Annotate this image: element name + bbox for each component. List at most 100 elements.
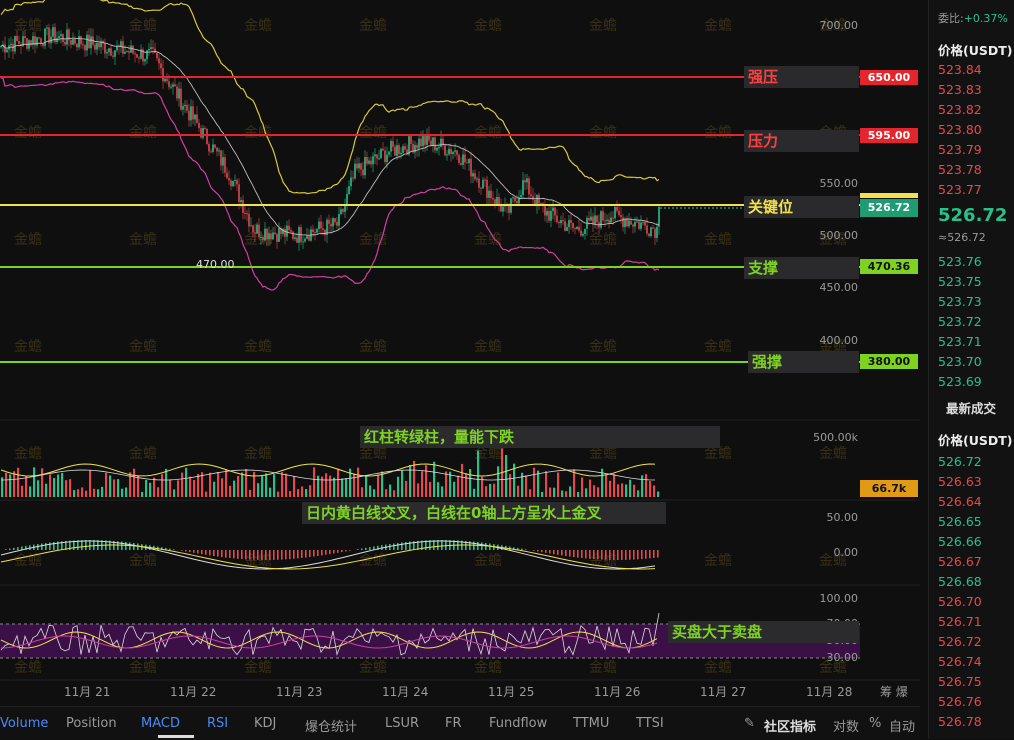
bid-row[interactable]: 523.70 [938,354,982,369]
date-label: 11月 26 [594,683,640,700]
tab-volume[interactable]: Volume [0,716,48,731]
tab-liquidation[interactable]: 爆仓统计 [305,716,357,735]
trade-row[interactable]: 526.64 [938,494,982,509]
macd-bar [229,550,231,558]
trade-row[interactable]: 526.74 [938,654,982,669]
candle-body [556,215,558,221]
tab-fundflow[interactable]: Fundflow [489,716,547,731]
auto-scale-button[interactable]: 自动 [889,716,915,735]
candle-body [160,63,162,68]
tab-kdj[interactable]: KDJ [254,716,276,731]
volume-bar [109,475,111,497]
bid-row[interactable]: 523.76 [938,254,982,269]
volume-bar [337,469,339,497]
macd-bar [601,550,603,560]
community-indicators-button[interactable]: 社区指标 [764,716,816,735]
volume-bar [57,475,59,497]
candle-body [640,223,642,229]
bid-row[interactable]: 523.71 [938,334,982,349]
candle-body [652,228,654,229]
macd-bar [481,542,483,550]
trade-row[interactable]: 526.72 [938,454,982,469]
macd-bar [397,543,399,550]
trade-row[interactable]: 526.70 [938,594,982,609]
chart-tools-label[interactable]: 筹 爆 [880,683,908,700]
macd-bar [349,550,351,551]
watermark: 金蟾 [129,553,157,569]
date-label: 11月 23 [276,683,322,700]
tab-ttsi[interactable]: TTSI [636,716,664,731]
volume-bar [197,474,199,497]
trade-row[interactable]: 526.78 [938,714,982,729]
bid-row[interactable]: 523.73 [938,294,982,309]
volume-bar [169,480,171,497]
macd-bar [333,550,335,553]
trade-row[interactable]: 526.72 [938,634,982,649]
candle-body [650,228,652,237]
trade-row[interactable]: 526.71 [938,614,982,629]
candle-body [638,222,640,229]
candle-body [508,205,510,212]
ask-row[interactable]: 523.79 [938,142,982,157]
tab-lsur[interactable]: LSUR [385,716,419,731]
watermark: 金蟾 [704,339,732,355]
percent-scale-button[interactable]: % [869,716,881,731]
candle-body [222,157,224,165]
trade-row[interactable]: 526.63 [938,474,982,489]
macd-bar [653,550,655,558]
tab-ttmu[interactable]: TTMU [573,716,609,731]
tab-position[interactable]: Position [66,716,117,731]
volume-annotation: 红柱转绿柱，量能下跌 [360,426,720,448]
watermark: 金蟾 [129,446,157,462]
ask-row[interactable]: 523.77 [938,182,982,197]
volume-bar [597,487,599,497]
bid-row[interactable]: 523.69 [938,374,982,389]
tab-rsi[interactable]: RSI [207,716,228,731]
volume-bar [25,476,27,497]
chart-area[interactable]: 金蟾金蟾金蟾金蟾金蟾金蟾金蟾金蟾金蟾金蟾金蟾金蟾金蟾金蟾金蟾金蟾金蟾金蟾金蟾金蟾… [0,0,920,706]
candle-body [366,157,368,164]
bid-row[interactable]: 523.72 [938,314,982,329]
volume-bar [489,484,491,497]
candle-body [580,231,582,236]
macd-bar [197,550,199,554]
candle-body [502,206,504,211]
trade-row[interactable]: 526.67 [938,554,982,569]
watermark: 金蟾 [474,660,502,676]
macd-bar [265,550,267,560]
log-scale-button[interactable]: 对数 [833,716,859,735]
watermark: 金蟾 [474,18,502,34]
candle-body [244,213,246,214]
trade-row[interactable]: 526.66 [938,534,982,549]
ask-row[interactable]: 523.82 [938,102,982,117]
trade-row[interactable]: 526.75 [938,674,982,689]
ask-row[interactable]: 523.83 [938,82,982,97]
trade-row[interactable]: 526.68 [938,574,982,589]
macd-bar [537,550,539,551]
watermark: 金蟾 [14,18,42,34]
ask-row[interactable]: 523.80 [938,122,982,137]
ask-row[interactable]: 523.78 [938,162,982,177]
tab-macd[interactable]: MACD [141,716,180,731]
candle-body [644,222,646,226]
trade-row[interactable]: 526.65 [938,514,982,529]
indicator-edit-icon[interactable]: ✎ [744,716,755,731]
volume-bar [537,471,539,497]
candle-body [52,27,54,37]
volume-bar [225,470,227,497]
candle-body [86,35,88,51]
trade-row[interactable]: 526.76 [938,694,982,709]
volume-bar [429,482,431,497]
bid-row[interactable]: 523.75 [938,274,982,289]
candle-body [616,207,618,211]
macd-bar [241,550,243,559]
tab-fr[interactable]: FR [445,716,462,731]
watermark: 金蟾 [704,125,732,141]
candle-body [124,52,126,54]
watermark: 金蟾 [359,18,387,34]
candle-body [248,214,250,227]
macd-bar [237,550,239,559]
ask-row[interactable]: 523.84 [938,62,982,77]
volume-bar [425,465,427,497]
volume-bar [517,486,519,497]
